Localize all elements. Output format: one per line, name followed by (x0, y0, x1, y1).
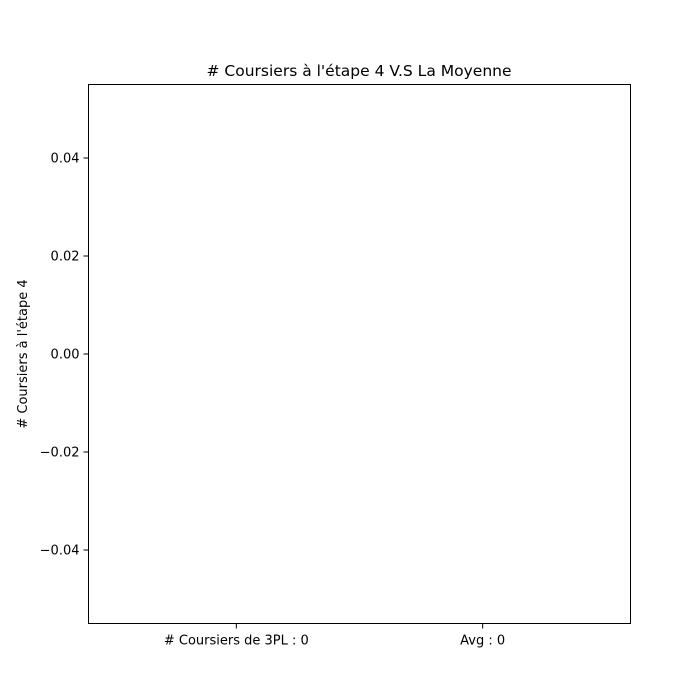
y-tick-label: 0.00 (51, 348, 80, 363)
y-tick-label: 0.02 (51, 250, 80, 265)
plot-area-frame (88, 84, 631, 624)
chart-title: # Coursiers à l'étape 4 V.S La Moyenne (206, 62, 511, 80)
x-tick-label: # Coursiers de 3PL : 0 (164, 634, 309, 649)
y-tick-label: −0.02 (40, 446, 80, 461)
y-axis-label: # Coursiers à l'étape 4 (16, 279, 31, 428)
y-axis-ticks: −0.04 −0.02 0.00 0.02 0.04 (40, 152, 89, 559)
x-axis-ticks: # Coursiers de 3PL : 0 Avg : 0 (164, 623, 505, 649)
y-tick-label: 0.04 (51, 152, 80, 167)
y-tick-label: −0.04 (40, 544, 80, 559)
x-tick-label: Avg : 0 (460, 634, 505, 649)
